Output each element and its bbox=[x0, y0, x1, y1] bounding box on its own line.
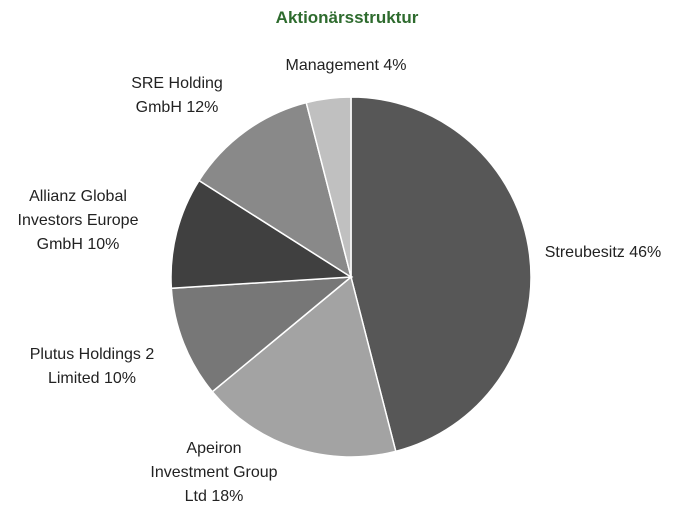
slice-label: Management 4% bbox=[246, 54, 446, 78]
value-label: 4% bbox=[383, 57, 407, 74]
category-label: Apeiron Investment Group Ltd bbox=[150, 440, 278, 505]
slice-label: Apeiron Investment Group Ltd 18% bbox=[148, 437, 280, 509]
slice-label: Allianz Global Investors Europe GmbH 10% bbox=[11, 185, 146, 257]
slice-label: SRE Holding GmbH 12% bbox=[122, 72, 232, 120]
category-label: Streubesitz bbox=[544, 244, 625, 261]
pie-slice bbox=[197, 101, 353, 279]
slice-label: Streubesitz 46% bbox=[513, 241, 693, 265]
value-label: 46% bbox=[629, 244, 662, 261]
value-label: 12% bbox=[186, 99, 219, 116]
category-label: Plutus Holdings 2 Limited bbox=[29, 346, 155, 387]
pie-slice bbox=[305, 96, 352, 278]
value-label: 10% bbox=[104, 370, 137, 387]
pie-slice bbox=[350, 96, 532, 453]
pie-slice bbox=[170, 276, 354, 393]
category-label: Allianz Global Investors Europe GmbH bbox=[17, 188, 139, 253]
category-label: SRE Holding GmbH bbox=[131, 75, 223, 116]
slice-label: Plutus Holdings 2 Limited 10% bbox=[17, 343, 167, 391]
chart-title: Aktionärsstruktur bbox=[275, 8, 419, 27]
value-label: 10% bbox=[87, 236, 120, 253]
category-label: Management bbox=[285, 57, 379, 74]
pie-slice bbox=[170, 179, 354, 290]
pie-slice bbox=[211, 275, 397, 458]
value-label: 18% bbox=[211, 488, 244, 505]
